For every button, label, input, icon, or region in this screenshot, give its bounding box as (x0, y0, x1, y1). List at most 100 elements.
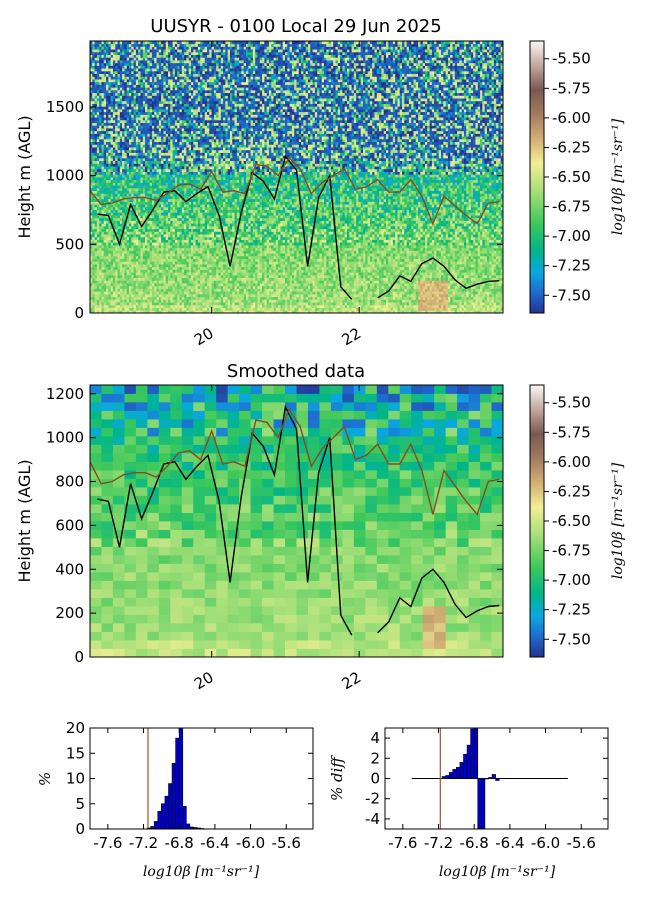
y-tick-label: 400 (55, 560, 84, 578)
plot2-title: Smoothed data (227, 361, 365, 382)
hist-bar (456, 767, 461, 779)
hist-bar (473, 727, 479, 779)
hist-bar (488, 777, 493, 779)
x-tick-label: -6.4 (200, 834, 229, 852)
plot1-lines (90, 154, 500, 300)
hist-bar (470, 728, 475, 779)
hist-bar (452, 769, 457, 779)
colorbar-tick-label: -7.00 (552, 571, 591, 589)
y-tick-label: 600 (55, 516, 84, 534)
colorbar-tick-label: -5.75 (552, 423, 591, 441)
hist-bar (168, 783, 173, 830)
cloud-base-line (97, 404, 353, 636)
colorbar-tick-label: -6.00 (552, 109, 591, 127)
hist-bar (178, 727, 184, 830)
colorbar-1-label: log10β [m⁻¹sr⁻¹] (610, 118, 626, 235)
hist-bar (477, 778, 482, 830)
x-tick-label: -6.8 (460, 834, 489, 852)
histogram-1-xlabel: log10β [m⁻¹sr⁻¹] (143, 864, 260, 880)
hist-bar (448, 772, 454, 779)
hist-bar (445, 775, 450, 779)
hist-bar (157, 811, 162, 830)
x-tick-label: 20 (191, 324, 217, 349)
colorbar-tick-label: -6.25 (552, 482, 591, 500)
plot1-frame (89, 40, 504, 314)
x-tick-label: -6.8 (165, 834, 194, 852)
histogram-2: -4 -2 0 2 4 -7.6 -7.2 -6.8 -6.4 -6.0 -5.6 (365, 727, 608, 852)
x-tick-label: -5.6 (567, 834, 596, 852)
colorbar-2-label: log10β [m⁻¹sr⁻¹] (610, 462, 626, 579)
plot2-heatmap (90, 385, 503, 657)
colorbar-tick-label: -7.25 (552, 257, 591, 275)
x-tick-label: -6.4 (495, 834, 524, 852)
hist-bar (441, 776, 446, 779)
colorbar-tick-label: -6.00 (552, 453, 591, 471)
histogram-1: 0 5 10 15 20 -7.6 -7.2 -6.8 -6.4 -6.0 -5.6 (66, 719, 313, 852)
histogram-2-frame (384, 727, 609, 830)
colorbar-tick-label: -5.50 (552, 394, 591, 412)
x-tick-label: -6.0 (236, 834, 265, 852)
boundary-layer-line (90, 407, 500, 516)
y-tick-label: 0 (74, 648, 84, 666)
colorbar-2-ticks: -5.50 -5.75 -6.00 -6.25 -6.50 -6.75 -7.00 -7.25… (544, 394, 591, 648)
colorbar-tick-label: -7.25 (552, 601, 591, 619)
y-tick-label: -4 (365, 810, 380, 828)
colorbar-tick-label: -5.50 (552, 50, 591, 68)
y-tick-label: 2 (370, 749, 380, 767)
hist-bar (463, 753, 468, 779)
x-tick-label: -7.6 (93, 834, 122, 852)
cloud-base-line (97, 154, 353, 300)
y-tick-label: 10 (66, 770, 85, 788)
y-tick-label: -2 (365, 790, 380, 808)
colorbar-1-ticks: -5.50 -5.75 -6.00 -6.25 -6.50 -6.75 -7.00 -7.25… (544, 50, 591, 304)
colorbar-tick-label: -6.50 (552, 168, 591, 186)
colorbar-tick-label: -6.75 (552, 198, 591, 216)
x-tick-label: -6.0 (531, 834, 560, 852)
cloud-base-line-late (377, 257, 500, 299)
histogram-1-frame (89, 727, 314, 830)
colorbar-tick-label: -7.50 (552, 630, 591, 648)
colorbar-tick-label: -6.75 (552, 542, 591, 560)
colorbar-1 (529, 40, 545, 314)
y-tick-label: 1200 (46, 385, 84, 403)
plot2-ylabel: Height m (AGL) (15, 459, 34, 582)
colorbar-tick-label: -7.50 (552, 286, 591, 304)
hist-bar (175, 737, 180, 830)
colorbar-tick-label: -6.50 (552, 512, 591, 530)
y-tick-label: 500 (55, 235, 84, 253)
y-tick-label: 0 (370, 770, 380, 788)
x-tick-label: -7.6 (388, 834, 417, 852)
y-tick-label: 1000 (46, 167, 84, 185)
boundary-layer-line (90, 156, 500, 226)
hist-bar (491, 774, 496, 779)
hist-bar (164, 795, 169, 830)
y-tick-label: 0 (75, 820, 85, 838)
x-tick-label: -5.6 (272, 834, 301, 852)
plot1-axes: 0 500 1000 1500 20 22 (46, 41, 503, 349)
hist-bar (484, 778, 489, 780)
histogram-2-ylabel: % diff (328, 755, 346, 801)
y-tick-label: 1000 (46, 429, 84, 447)
plot2-frame (89, 384, 504, 658)
hist-bar (153, 821, 159, 830)
y-tick-label: 15 (66, 744, 85, 762)
x-tick-label: -7.2 (129, 834, 158, 852)
hist-bar (171, 763, 176, 830)
plot1-title: UUSYR - 0100 Local 29 Jun 2025 (150, 16, 441, 37)
plot2-lines (90, 404, 500, 636)
colorbar-tick-label: -5.75 (552, 79, 591, 97)
y-tick-label: 5 (75, 795, 85, 813)
plot2-axes: 0 200 400 600 800 1000 1200 20 22 (46, 385, 503, 693)
hist-bar (186, 823, 191, 830)
hist-bar (459, 762, 464, 779)
histogram-2-xlabel: log10β [m⁻¹sr⁻¹] (439, 864, 556, 880)
hist-bar (182, 805, 187, 830)
x-tick-label: 20 (191, 668, 217, 693)
plot1-ylabel: Height m (AGL) (15, 115, 34, 238)
y-tick-label: 200 (55, 604, 84, 622)
colorbar-2 (529, 384, 545, 658)
y-tick-label: 800 (55, 473, 84, 491)
histogram-1-ylabel: % (36, 772, 54, 786)
colorbar-tick-label: -7.00 (552, 227, 591, 245)
